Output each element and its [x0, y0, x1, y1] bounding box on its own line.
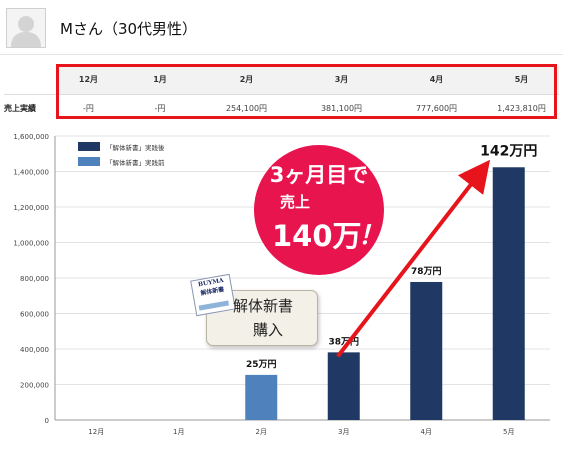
purchase-note: BUYMA 解体新書 解体新書 購入 [190, 273, 318, 346]
table-corner [4, 66, 56, 94]
table-row: 売上実績 -円 -円 254,100円 381,100円 777,600円 1,… [4, 93, 559, 122]
table-header-row: 12月 1月 2月 3月 4月 5月 [4, 66, 559, 94]
bar [492, 167, 525, 420]
page-title: Mさん（30代男性） [60, 20, 198, 38]
callout-badge: 3ヶ月目で 売上 140万 ！ [254, 145, 384, 275]
avatar [6, 8, 46, 48]
y-tick-label: 1,400,000 [13, 169, 49, 177]
data-label: 38万円 [328, 336, 359, 347]
person-icon [11, 16, 41, 47]
purchase-note-line1: 解体新書 [233, 297, 294, 315]
table-cell: -円 [121, 93, 199, 122]
callout-line2: 売上 [280, 193, 311, 211]
column-header: 1月 [153, 75, 167, 85]
x-tick-label: 5月 [503, 428, 514, 436]
x-tick-label: 12月 [88, 428, 104, 436]
bar [410, 281, 443, 420]
callout-line3: 140万 [272, 219, 362, 253]
callout-line1: 3ヶ月目で [269, 163, 369, 187]
data-label: 25万円 [246, 359, 277, 370]
header: Mさん（30代男性） [6, 6, 556, 52]
y-tick-label: 400,000 [20, 346, 49, 354]
legend-label: 「解体新書」実践後 [106, 143, 165, 152]
legend-label: 「解体新書」実践前 [106, 158, 165, 167]
y-tick-label: 200,000 [20, 382, 49, 390]
table-cell: -円 [56, 93, 121, 122]
column-header: 3月 [334, 75, 349, 85]
column-header: 12月 [78, 75, 99, 85]
table-cell: 777,600円 [389, 93, 484, 122]
y-tick-label: 1,600,000 [13, 133, 49, 141]
y-tick-label: 1,200,000 [13, 204, 49, 212]
purchase-note-line2: 購入 [253, 321, 284, 339]
y-tick-label: 1,000,000 [13, 240, 49, 248]
x-tick-label: 3月 [338, 428, 349, 436]
data-label: 142万円 [480, 143, 537, 159]
y-tick-label: 0 [45, 417, 49, 425]
bar [327, 352, 360, 420]
callout-exclamation: ！ [358, 221, 385, 251]
x-tick-label: 4月 [421, 428, 432, 436]
table-cell: 381,100円 [294, 93, 389, 122]
data-label: 78万円 [411, 266, 442, 277]
y-tick-label: 800,000 [20, 275, 49, 283]
x-tick-label: 2月 [256, 428, 267, 436]
legend-swatch [78, 157, 100, 166]
column-header: 2月 [239, 75, 254, 85]
book-band [198, 300, 230, 311]
x-tick-label: 1月 [173, 428, 184, 436]
table-cell: 254,100円 [199, 93, 294, 122]
sales-table: 12月 1月 2月 3月 4月 5月 売上実績 -円 -円 254,100円 3… [4, 66, 559, 122]
y-tick-label: 600,000 [20, 311, 49, 319]
column-header: 5月 [514, 75, 529, 85]
bar [245, 374, 278, 420]
row-label: 売上実績 [4, 93, 56, 122]
book-image: BUYMA 解体新書 [190, 273, 236, 317]
table-cell: 1,423,810円 [484, 93, 559, 122]
legend-swatch [78, 142, 100, 151]
column-header: 4月 [429, 75, 444, 85]
divider [0, 54, 563, 55]
growth-arrow [336, 159, 491, 358]
